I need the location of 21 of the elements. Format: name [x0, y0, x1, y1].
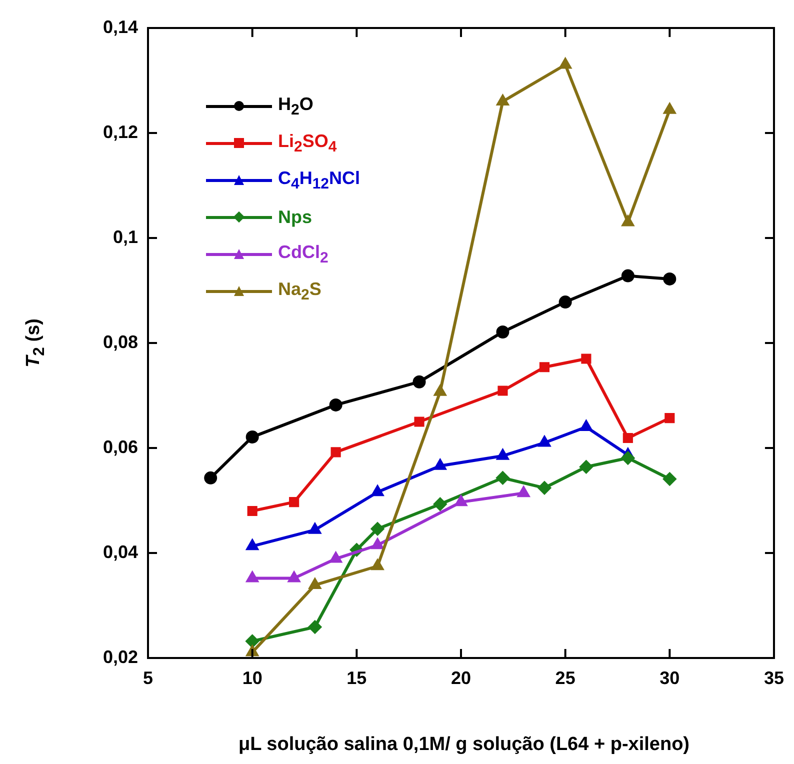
legend-label: Nps — [278, 207, 312, 228]
legend-label: Li$_{2}$SO$_{4}$ — [278, 131, 337, 156]
y-tick-label: 0,02 — [102, 646, 138, 667]
x-tick-label: 10 — [242, 668, 262, 688]
y-tick-label: 0,08 — [102, 332, 138, 352]
x-tick-label: 25 — [555, 668, 576, 688]
legend-label: Na$_{2}$S — [278, 279, 322, 304]
y-tick-label: 0,12 — [102, 122, 138, 142]
x-tick-label: 5 — [142, 668, 154, 688]
legend-label: CdCl$_{2}$ — [278, 242, 328, 267]
x-tick-label: 15 — [346, 668, 367, 688]
y-tick-label: 0,04 — [102, 542, 138, 562]
legend-label: H$_{2}$O — [278, 94, 314, 119]
x-tick-label: 30 — [660, 668, 680, 688]
x-axis-title: μL solução salina 0,1M/ g solução (L64 + p-xileno) — [237, 734, 691, 756]
y-tick-label: 0,1 — [112, 226, 138, 247]
x-tick-label: 20 — [450, 668, 472, 688]
y-tick-label: 0,14 — [102, 16, 138, 37]
x-tick-label: 35 — [764, 668, 784, 688]
y-tick-label: 0,06 — [102, 436, 138, 457]
legend-label: C$_{4}$H$_{12}$NCl — [278, 168, 360, 193]
